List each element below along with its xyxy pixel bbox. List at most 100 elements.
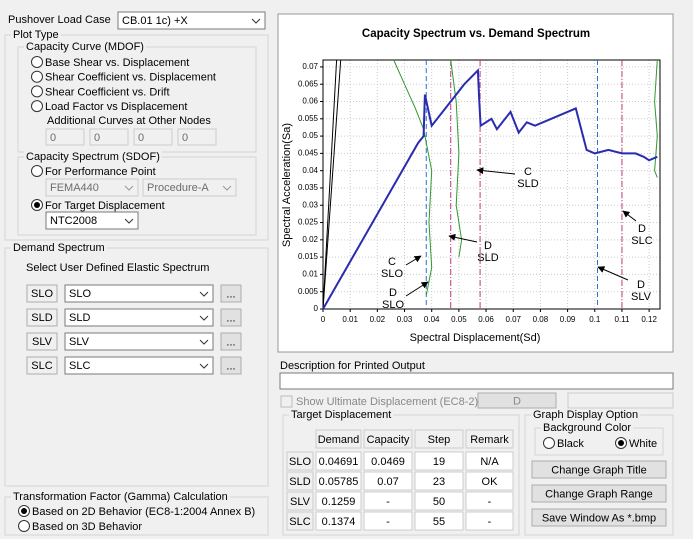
table-cell-text: - [386,516,390,528]
radio[interactable] [18,520,30,532]
table-cell-text: - [488,516,492,528]
dropdown-arrow [199,315,209,321]
annotation-arrow [597,266,629,281]
combobox-value: FEMA440 [50,182,99,194]
annotation: SLO [381,268,403,280]
y-tick-label: 0.065 [298,79,319,88]
x-tick-label: 0.09 [560,315,576,324]
table-header-cell [414,429,464,449]
annotation: SLD [517,178,538,190]
node-input [133,128,173,146]
y-tick-label: 0.055 [298,114,319,123]
group-label-bg [11,29,61,41]
combobox[interactable] [64,284,214,303]
description-input[interactable] [279,372,674,390]
y-tick-label: 0.015 [298,252,319,261]
dropdown-arrow [222,185,232,191]
group-title: Capacity Curve (MDOF) [26,41,144,53]
radio-label: For Performance Point [45,166,156,178]
radio[interactable] [31,100,43,113]
table-cell [414,511,464,531]
button-label: D [513,395,521,407]
y-tick-label: 0.06 [302,97,318,106]
node-input-value: 0 [50,132,56,144]
table-cell-text: 23 [433,476,445,488]
table-header: Demand [318,434,360,446]
row-label-box [26,332,58,351]
radio[interactable] [31,165,43,177]
label: SLC [31,360,52,372]
radio-label: Shear Coefficient vs. Displacement [45,72,216,84]
y-tick-label: 0.005 [298,287,319,296]
combobox-value: SLV [69,336,90,348]
annotation: C [388,256,396,268]
table-cell [315,471,362,491]
y-tick-label: 0 [314,304,319,313]
button-label: ... [226,288,235,300]
node-input-value: 0 [182,132,188,144]
button-label: Change Graph Range [545,488,653,500]
dropdown-arrow [124,185,134,191]
x-tick-label: 0.11 [614,315,630,324]
table-cell [414,471,464,491]
table-cell-text: 0.04691 [319,456,359,468]
button[interactable] [531,508,667,527]
table-cell [315,491,362,511]
table-cell [315,511,362,531]
combobox[interactable] [117,11,266,30]
x-tick-label: 0 [321,315,326,324]
combobox[interactable] [64,356,214,375]
table-cell-text: 0.05785 [319,476,359,488]
radio[interactable] [31,70,43,83]
table-cell [414,451,464,471]
group-box [4,34,269,241]
series-line [322,68,658,310]
button[interactable] [531,484,667,503]
table-cell-text: 50 [433,496,445,508]
combobox[interactable] [45,211,139,230]
button-label: Change Graph Title [551,464,646,476]
radio[interactable] [31,56,43,68]
combobox-value: SLD [69,312,90,324]
dropdown-arrow [199,363,209,369]
radio-label: Based on 2D Behavior (EC8-1:2004 Annex B… [32,506,255,518]
x-axis-label: Spectral Displacement(Sd) [410,332,541,344]
table-cell [286,451,314,471]
y-tick-label: 0.035 [298,183,319,192]
button[interactable] [220,308,242,327]
annotation-arrow [448,233,478,243]
radio[interactable] [543,437,555,449]
radio-label: For Target Displacement [45,200,165,212]
y-tick-label: 0.01 [302,270,318,279]
radio[interactable] [31,85,43,98]
button[interactable] [220,332,242,351]
table-cell [363,491,413,511]
annotation-arrow [622,210,637,222]
radio-label: Based on 3D Behavior [32,521,142,533]
label: Show Ultimate Displacement (EC8-2) [296,396,478,408]
group-label-bg [541,422,634,434]
plot-area [322,59,661,310]
x-tick-label: 0.04 [424,315,440,324]
group-title: Graph Display Option [533,409,638,421]
label: Pushover Load Case [8,14,111,26]
table-cell [465,511,514,531]
dropdown-arrow [124,218,134,224]
y-tick-label: 0.025 [298,218,319,227]
dropdown-arrow [251,18,261,24]
table-cell [465,491,514,511]
y-tick-label: 0.03 [302,200,318,209]
combobox[interactable] [64,332,214,351]
node-input [177,128,217,146]
combobox[interactable] [64,308,214,327]
annotation-arrow [405,281,429,297]
group-box [282,414,520,536]
button[interactable] [220,284,242,303]
button[interactable] [220,356,242,375]
x-tick-label: 0.07 [505,315,521,324]
row-label-box [26,284,58,303]
table-cell-text: OK [482,476,499,488]
annotation: SLC [631,235,652,247]
button[interactable] [531,460,667,479]
button-label: ... [226,336,235,348]
